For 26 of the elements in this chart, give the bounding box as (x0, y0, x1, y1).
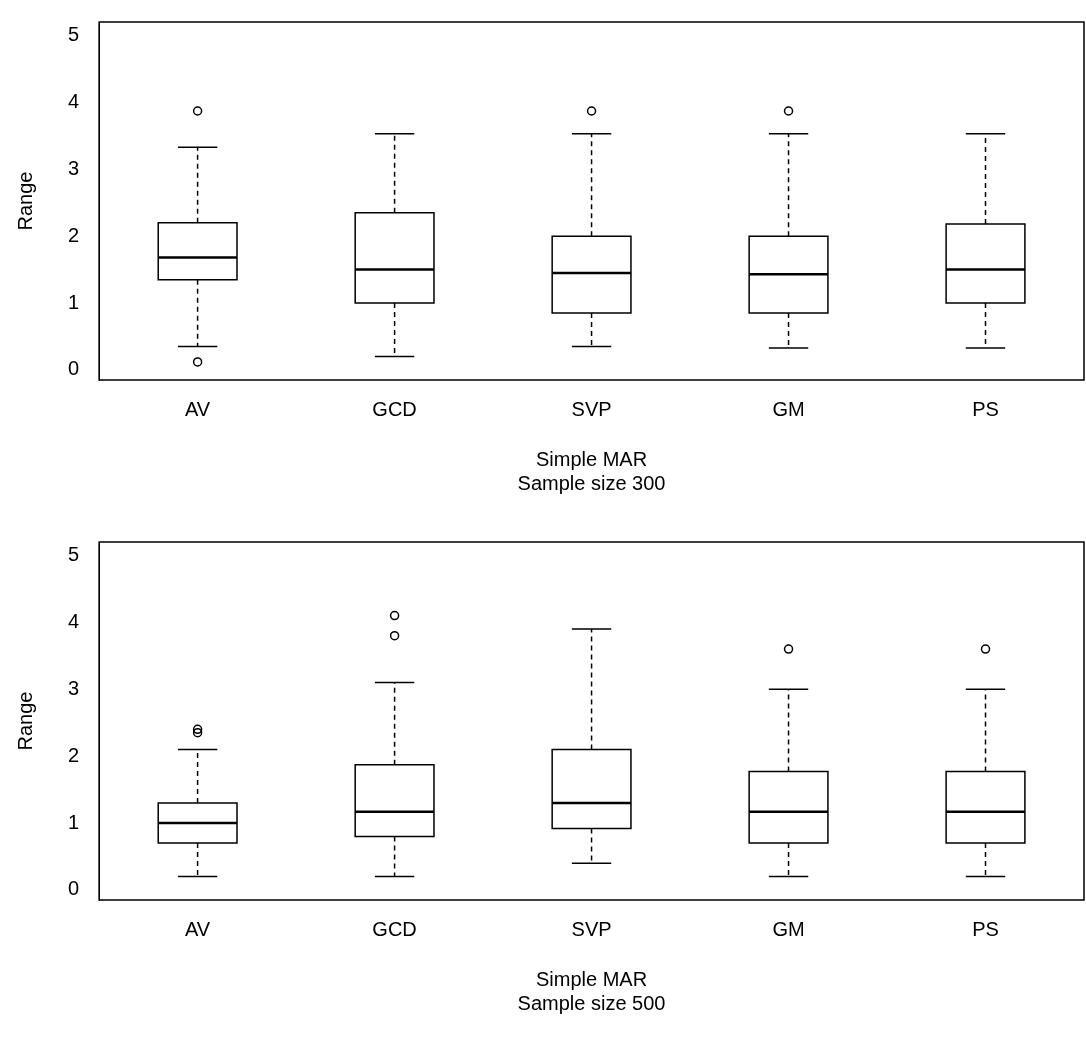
x-tick-label: GCD (372, 397, 417, 420)
x-tick-label: GM (772, 917, 805, 940)
x-tick-label: PS (972, 917, 999, 940)
x-axis-title: Simple MAR Sample size 500 (517, 967, 666, 1014)
y-tick-label: 4 (68, 89, 80, 112)
x-tick-label: PS (972, 397, 999, 420)
y-tick-label: 4 (68, 609, 80, 632)
y-axis-title: Range (13, 171, 36, 231)
y-tick-label: 2 (68, 223, 80, 246)
y-tick-label: 1 (68, 810, 80, 833)
y-tick-label: 5 (68, 22, 80, 45)
y-tick-label: 3 (68, 156, 80, 179)
x-tick-label: AV (185, 917, 211, 940)
y-tick-label: 5 (68, 542, 80, 565)
y-axis-title: Range (13, 691, 36, 751)
x-tick-label: SVP (571, 397, 612, 420)
x-tick-label: GM (772, 397, 805, 420)
x-tick-label: AV (185, 397, 211, 420)
y-tick-label: 2 (68, 743, 80, 766)
y-tick-label: 0 (68, 877, 80, 900)
x-tick-label: SVP (571, 917, 612, 940)
y-tick-label: 1 (68, 290, 80, 313)
y-tick-label: 3 (68, 676, 80, 699)
x-tick-label: GCD (372, 917, 417, 940)
y-tick-label: 0 (68, 357, 80, 380)
x-axis-title: Simple MAR Sample size 300 (517, 447, 666, 494)
